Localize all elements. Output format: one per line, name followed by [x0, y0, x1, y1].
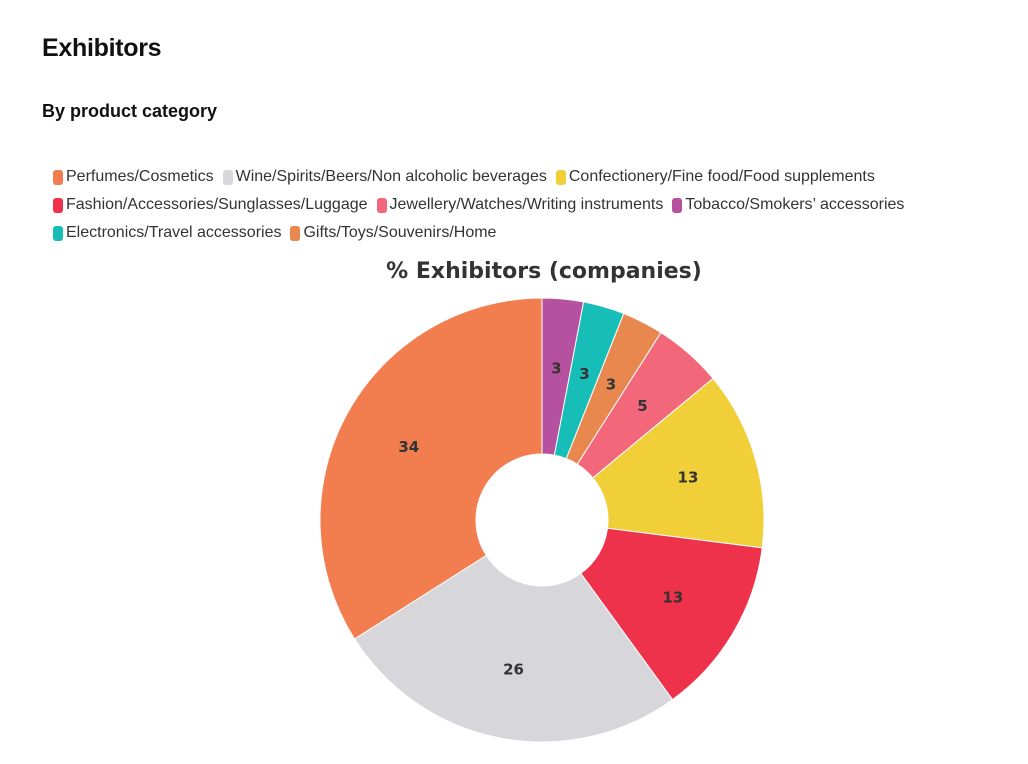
legend-item[interactable]: Electronics/Travel accessories [50, 224, 281, 242]
slice-value-label: 3 [551, 360, 561, 378]
legend-item[interactable]: Perfumes/Cosmetics [50, 168, 214, 186]
slice-value-label: 34 [398, 438, 419, 456]
legend-swatch [376, 197, 387, 213]
slice-value-label: 13 [662, 588, 683, 606]
slice-value-label: 3 [606, 376, 616, 394]
legend-label: Wine/Spirits/Beers/Non alcoholic beverag… [235, 168, 547, 185]
legend-label: Tobacco/Smokers’ accessories [685, 196, 905, 213]
legend-swatch [53, 225, 63, 241]
legend-item[interactable]: Wine/Spirits/Beers/Non alcoholic beverag… [220, 168, 547, 186]
legend-label: Perfumes/Cosmetics [66, 168, 214, 185]
page-title: Exhibitors [42, 34, 162, 62]
legend-label: Jewellery/Watches/Writing instruments [389, 196, 664, 213]
section-title: By product category [42, 101, 218, 121]
chart-legend: Perfumes/Cosmetics Wine/Spirits/Beers/Non… [50, 168, 1020, 242]
slice-value-label: 3 [579, 365, 589, 383]
chart-title: % Exhibitors (companies) [386, 259, 702, 284]
pie-slice[interactable] [353, 554, 674, 743]
slice-value-label: 26 [503, 660, 524, 678]
legend-label: Gifts/Toys/Souvenirs/Home [303, 224, 497, 241]
legend-swatch [222, 169, 233, 185]
legend-swatch [555, 169, 566, 185]
legend-swatch [53, 197, 63, 213]
pie-slice[interactable] [592, 377, 765, 549]
legend-label: Fashion/Accessories/Sunglasses/Luggage [66, 196, 368, 213]
legend-label: Electronics/Travel accessories [66, 224, 282, 241]
legend-item[interactable]: Tobacco/Smokers’ accessories [669, 196, 904, 214]
legend-swatch [672, 197, 683, 213]
legend-item[interactable]: Jewellery/Watches/Writing instruments [374, 196, 664, 214]
legend-swatch [53, 169, 63, 185]
legend-label: Confectionery/Fine food/Food supplements [568, 168, 875, 185]
pie-slice[interactable] [319, 297, 543, 640]
slice-value-label: 13 [678, 469, 699, 487]
slice-value-label: 5 [637, 397, 647, 415]
legend-item[interactable]: Fashion/Accessories/Sunglasses/Luggage [50, 196, 368, 214]
legend-item[interactable]: Confectionery/Fine food/Food supplements [553, 168, 875, 186]
legend-item[interactable]: Gifts/Toys/Souvenirs/Home [287, 224, 496, 242]
legend-swatch [290, 225, 301, 241]
pie-slice[interactable] [580, 527, 763, 701]
